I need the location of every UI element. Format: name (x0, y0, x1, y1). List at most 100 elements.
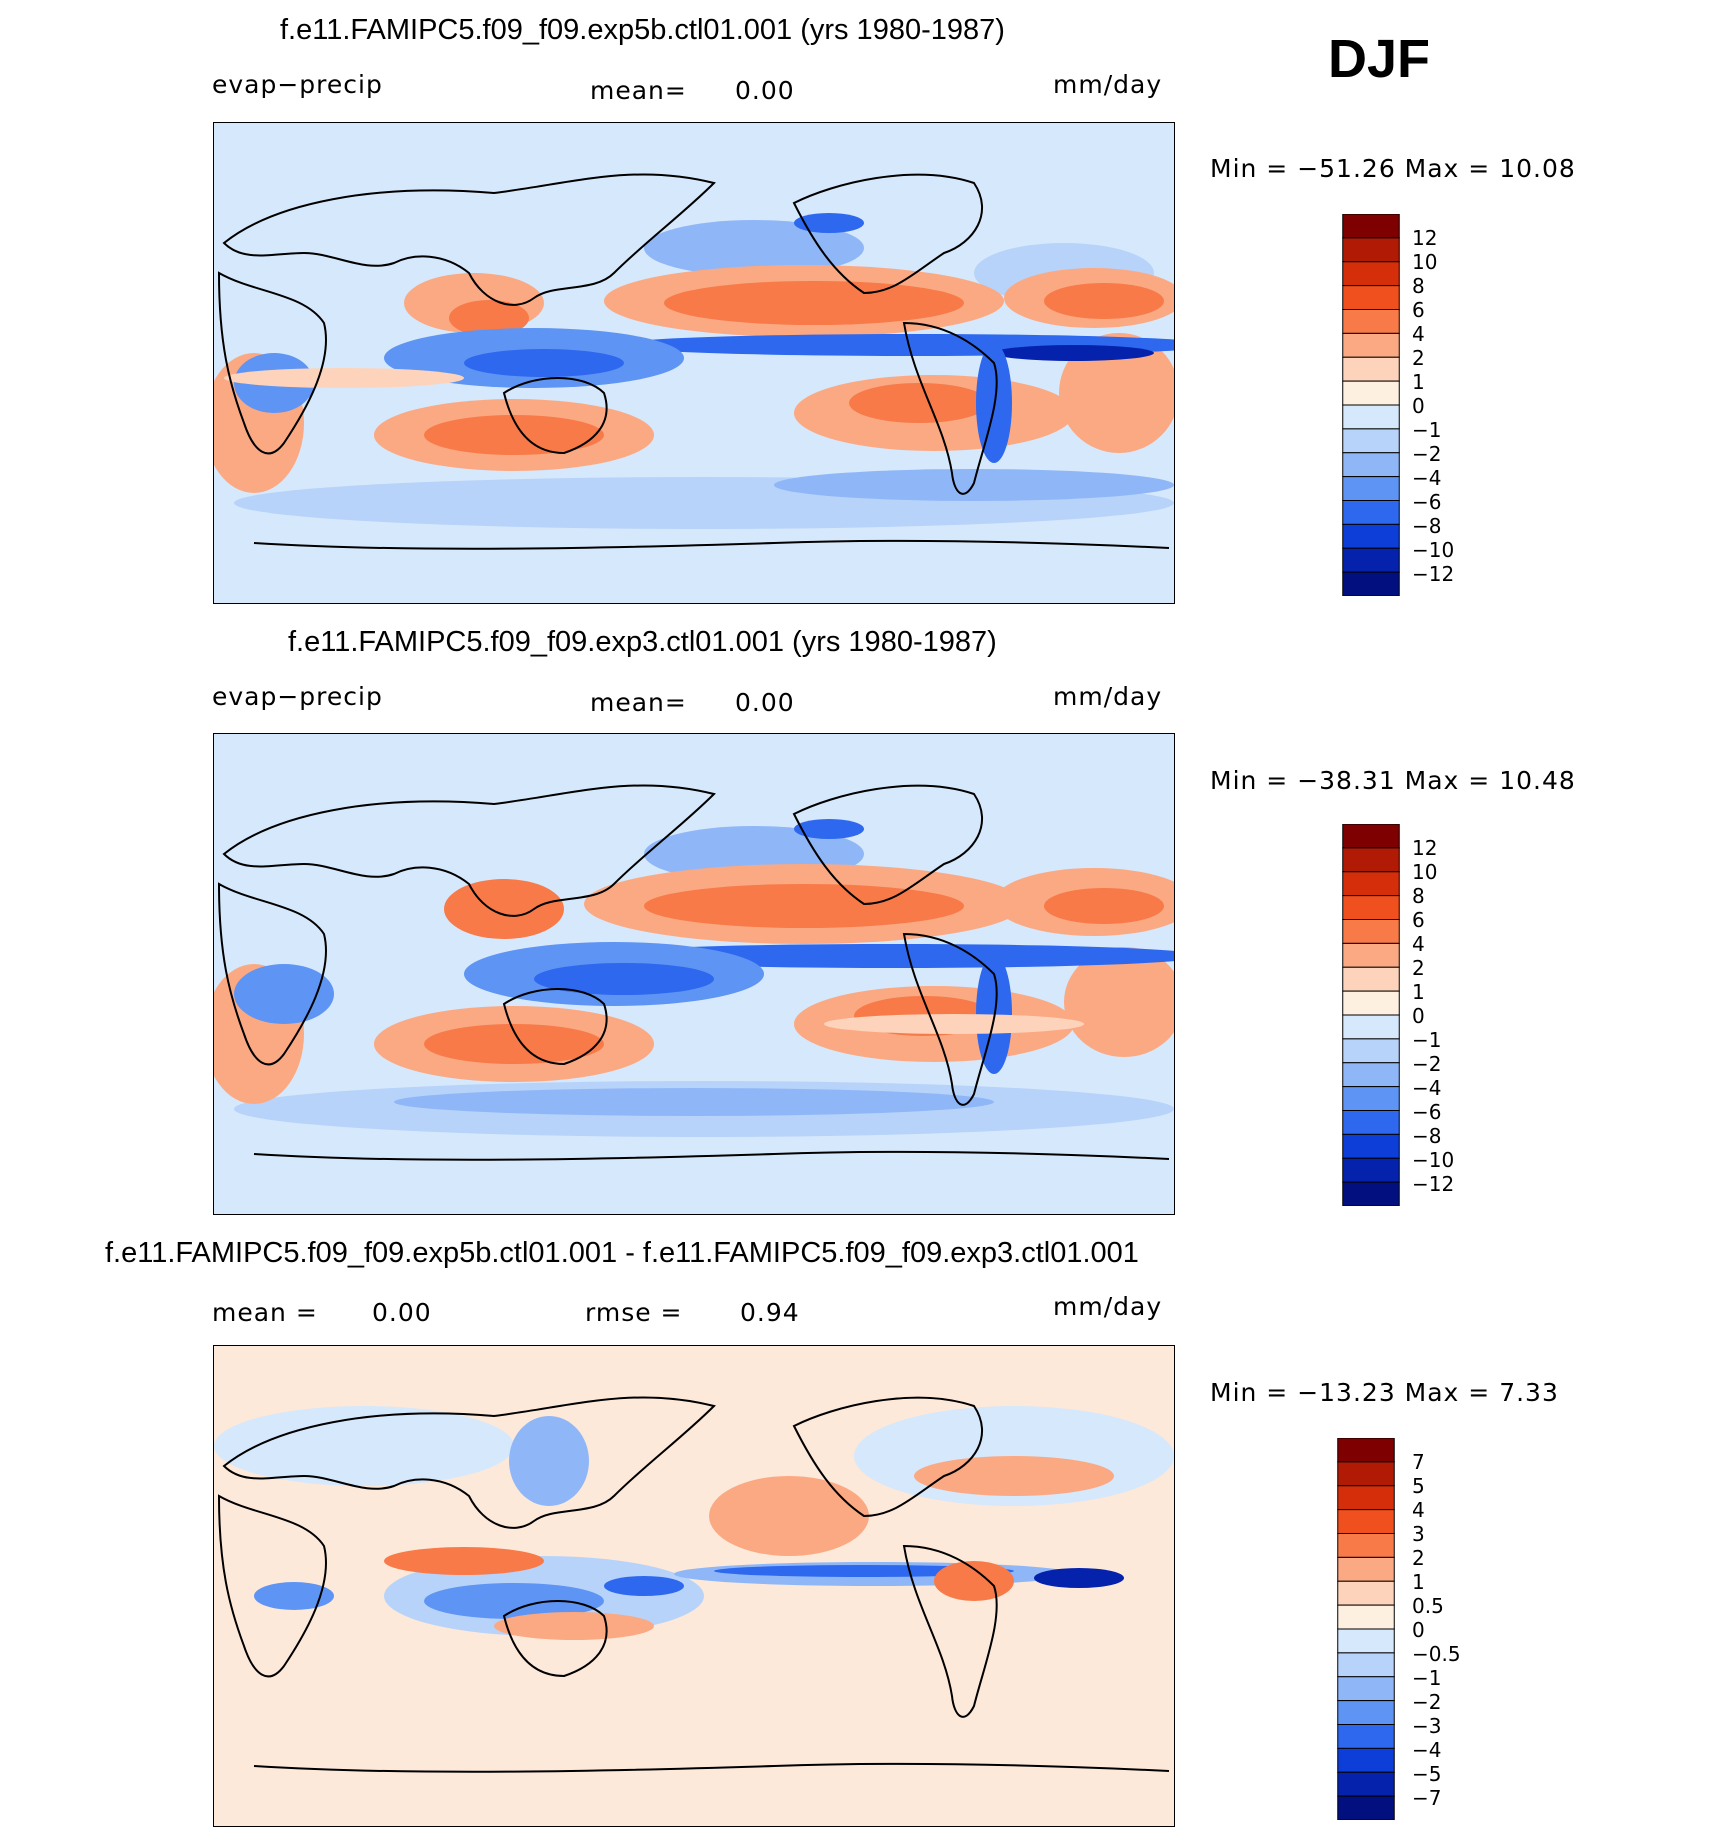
colorbar-swatch (1337, 1700, 1395, 1725)
panel3-rmse-label: rmse = (585, 1298, 683, 1327)
colorbar-swatch (1342, 1181, 1400, 1206)
panel2-tick: 10 (1412, 860, 1438, 884)
panel3-tick: 2 (1412, 1546, 1425, 1570)
colorbar-swatch (1342, 547, 1400, 573)
panel3-tick: 1 (1412, 1570, 1425, 1594)
panel2-tick: −2 (1412, 1052, 1442, 1076)
panel2-tick: −6 (1412, 1100, 1442, 1124)
panel1-title: f.e11.FAMIPC5.f09_f09.exp5b.ctl01.001 (y… (280, 14, 1005, 46)
colorbar-swatch (1342, 237, 1400, 263)
colorbar-swatch (1342, 261, 1400, 287)
colorbar-swatch (1342, 1014, 1400, 1040)
panel1-tick: 0 (1412, 394, 1425, 418)
colorbar-swatch (1342, 871, 1400, 897)
panel3-tick: 3 (1412, 1522, 1425, 1546)
panel2-tick: 4 (1412, 932, 1425, 956)
panel2-tick: 0 (1412, 1004, 1425, 1028)
panel1-field (214, 123, 1174, 603)
colorbar-swatch (1342, 404, 1400, 430)
panel3-tick: −1 (1412, 1666, 1442, 1690)
panel1-tick: −4 (1412, 466, 1442, 490)
colorbar-swatch (1342, 452, 1400, 478)
panel3-tick: 5 (1412, 1474, 1425, 1498)
panel2-tick: 2 (1412, 956, 1425, 980)
panel1-tick: 6 (1412, 298, 1425, 322)
panel2-mean-label: mean= (590, 688, 687, 717)
colorbar-swatch (1342, 1133, 1400, 1159)
colorbar-swatch (1342, 942, 1400, 968)
colorbar-swatch (1342, 1157, 1400, 1183)
panel1-tick: 8 (1412, 274, 1425, 298)
panel3-units: mm/day (1053, 1292, 1163, 1321)
panel1-colorbar (1342, 214, 1400, 596)
panel2-title: f.e11.FAMIPC5.f09_f09.exp3.ctl01.001 (yr… (288, 626, 997, 658)
colorbar-swatch (1337, 1652, 1395, 1678)
panel1-units: mm/day (1053, 70, 1163, 99)
panel1-minmax: Min = −51.26 Max = 10.08 (1210, 154, 1576, 183)
panel2-tick: −4 (1412, 1076, 1442, 1100)
panel3-colorbar-swatches (1337, 1438, 1395, 1820)
colorbar-swatch (1337, 1724, 1395, 1749)
panel2-tick: −10 (1412, 1148, 1455, 1172)
colorbar-swatch (1337, 1580, 1395, 1606)
panel1-map (213, 122, 1175, 604)
panel3-tick: 7 (1412, 1450, 1425, 1474)
colorbar-swatch (1342, 895, 1400, 920)
panel1-colorbar-swatches (1342, 214, 1400, 596)
colorbar-swatch (1342, 356, 1400, 382)
panel2-colorbar-swatches (1342, 824, 1400, 1206)
panel2-field (214, 734, 1174, 1214)
panel1-tick: −2 (1412, 442, 1442, 466)
panel3-tick: −0.5 (1412, 1642, 1461, 1666)
panel1-tick: 10 (1412, 250, 1438, 274)
panel2-tick: 6 (1412, 908, 1425, 932)
colorbar-swatch (1342, 966, 1400, 992)
panel1-tick: 1 (1412, 370, 1425, 394)
colorbar-swatch (1342, 847, 1400, 873)
panel2-tick: −8 (1412, 1124, 1442, 1148)
panel1-tick: 12 (1412, 226, 1438, 250)
panel3-colorbar (1337, 1438, 1395, 1820)
panel1-tick: −6 (1412, 490, 1442, 514)
colorbar-swatch (1342, 824, 1400, 849)
panel2-tick: 1 (1412, 980, 1425, 1004)
panel3-tick: −7 (1412, 1786, 1442, 1810)
colorbar-swatch (1342, 380, 1400, 406)
colorbar-swatch (1342, 1038, 1400, 1064)
colorbar-swatch (1337, 1604, 1395, 1630)
panel3-rmse-value: 0.94 (740, 1298, 800, 1327)
panel3-title: f.e11.FAMIPC5.f09_f09.exp5b.ctl01.001 - … (105, 1237, 1139, 1269)
panel3-tick: −4 (1412, 1738, 1442, 1762)
panel1-tick: −1 (1412, 418, 1442, 442)
colorbar-swatch (1342, 990, 1400, 1016)
colorbar-swatch (1342, 309, 1400, 334)
colorbar-swatch (1342, 428, 1400, 454)
colorbar-swatch (1337, 1461, 1395, 1487)
colorbar-swatch (1337, 1628, 1395, 1654)
colorbar-swatch (1342, 1062, 1400, 1088)
panel3-map (213, 1345, 1175, 1827)
colorbar-swatch (1337, 1771, 1395, 1797)
panel3-tick: 4 (1412, 1498, 1425, 1522)
colorbar-swatch (1342, 1110, 1400, 1135)
panel3-tick: −2 (1412, 1690, 1442, 1714)
panel3-tick: 0 (1412, 1618, 1425, 1642)
colorbar-swatch (1337, 1485, 1395, 1511)
colorbar-swatch (1342, 214, 1400, 239)
colorbar-swatch (1337, 1747, 1395, 1773)
colorbar-swatch (1342, 1086, 1400, 1111)
panel1-tick: 4 (1412, 322, 1425, 346)
panel1-tick: −8 (1412, 514, 1442, 538)
panel2-colorbar (1342, 824, 1400, 1206)
panel3-field (214, 1346, 1174, 1826)
panel1-variable-label: evap−precip (212, 70, 383, 99)
panel1-tick: −12 (1412, 562, 1455, 586)
panel2-minmax: Min = −38.31 Max = 10.48 (1210, 766, 1576, 795)
panel3-minmax: Min = −13.23 Max = 7.33 (1210, 1378, 1559, 1407)
colorbar-swatch (1337, 1533, 1395, 1558)
panel3-tick: −3 (1412, 1714, 1442, 1738)
panel2-tick: 8 (1412, 884, 1425, 908)
colorbar-swatch (1337, 1438, 1395, 1463)
panel1-mean-label: mean= (590, 76, 687, 105)
panel2-tick: 12 (1412, 836, 1438, 860)
